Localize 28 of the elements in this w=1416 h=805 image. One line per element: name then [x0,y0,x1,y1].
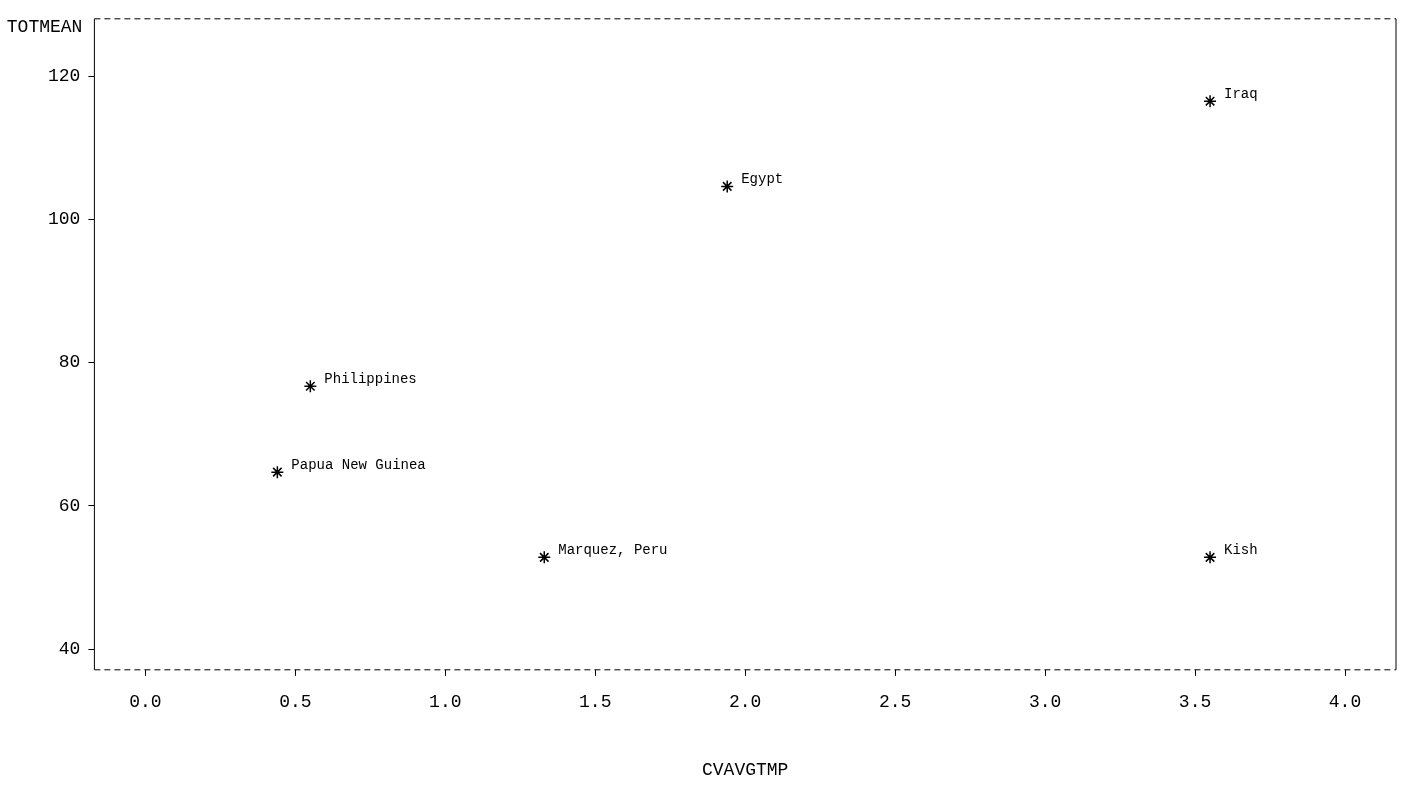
annotation: Kish [1224,542,1258,559]
point [720,179,734,194]
annotation: Papua New Guinea [291,456,426,473]
x-tick-label: 1.5 [579,692,612,713]
point [1203,550,1217,565]
y-axis-title: TOTMEAN [6,16,83,37]
point [303,379,318,393]
y-tick-label: 40 [58,638,81,659]
x-tick-label: 3.5 [1178,692,1212,713]
x-tick-label: 1.0 [429,692,462,713]
x-tick-label: 2.0 [729,692,762,713]
x-tick-label: 0.5 [279,692,312,713]
point [1203,94,1217,108]
x-tick-label: 2.5 [878,692,912,713]
point [537,550,552,565]
x-tick-label: 4.0 [1328,692,1362,713]
x-axis-title: CVAVGTMP [701,759,789,780]
annotation: Iraq [1224,85,1258,102]
annotation: Egypt [741,171,784,188]
point [270,465,285,479]
x-tick-label: 0.0 [129,692,162,713]
annotation: Marquez, Peru [558,542,668,559]
y-tick-label: 60 [58,495,81,516]
y-tick-label: 100 [48,209,81,230]
x-tick-label: 3.0 [1028,692,1062,713]
annotation: Philippines [324,370,417,387]
y-tick-label: 120 [48,65,81,86]
y-tick-label: 80 [58,352,81,373]
